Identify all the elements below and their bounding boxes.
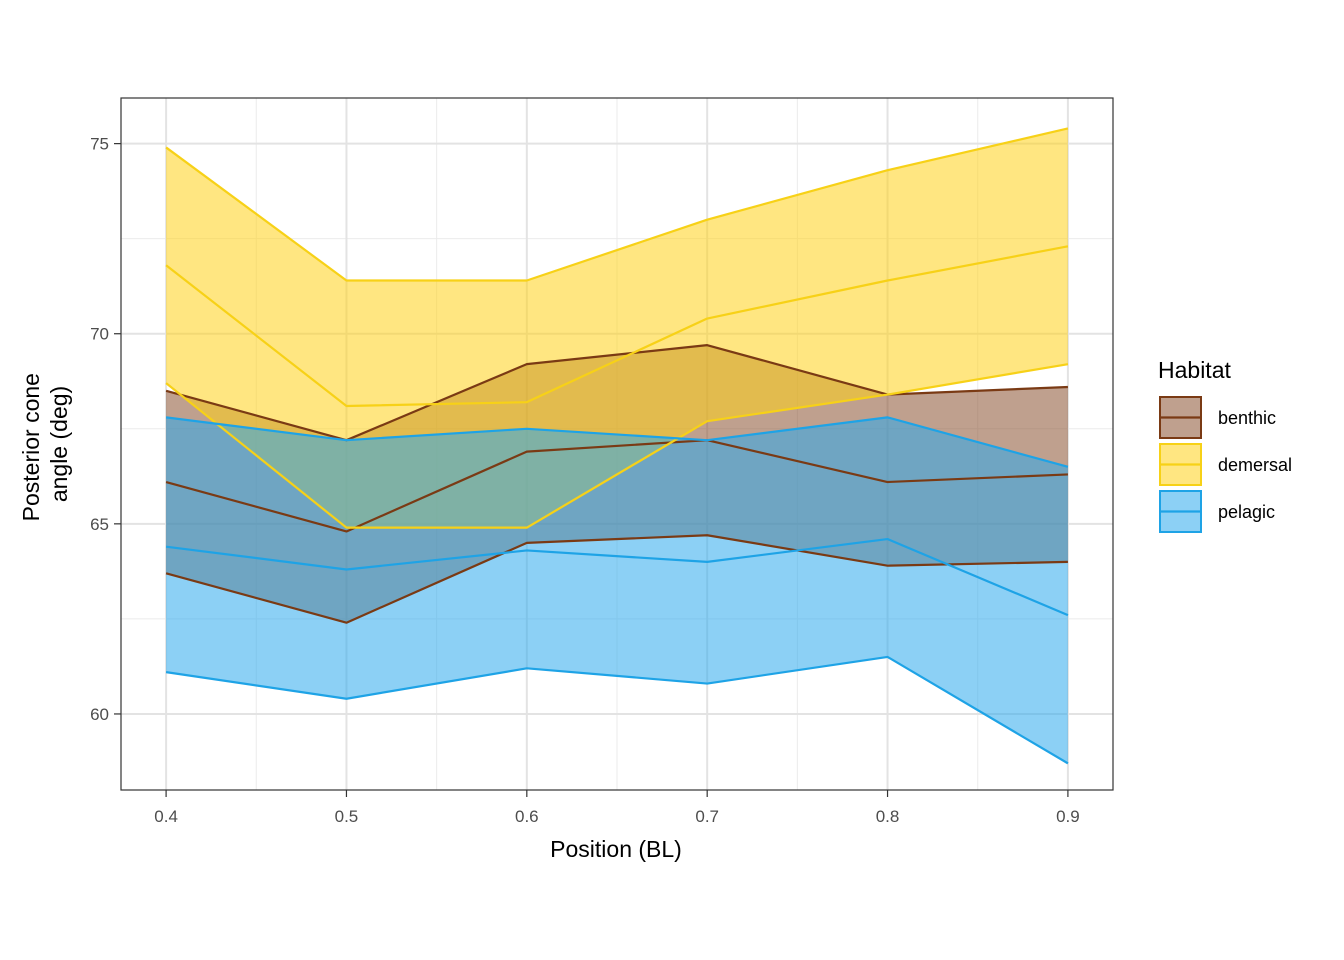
ribbon-demersal [166,128,1068,528]
panel-border [120,97,1114,791]
line-pelagic-lower [165,655,1069,765]
legend-label-benthic: benthic [1218,408,1276,428]
legend-label-demersal: demersal [1218,455,1292,475]
y-axis-title: Posterior cone angle (deg) [18,367,72,522]
x-tick-label: 0.6 [515,807,539,826]
line-benthic-lower [165,534,1068,624]
line-pelagic-upper [165,416,1069,468]
legend: Habitat benthic demersal pelagic [1158,357,1292,533]
line-demersal-upper [165,127,1069,282]
x-tick-label: 0.8 [876,807,900,826]
series-lines [165,127,1069,765]
y-tick-label: 70 [90,325,109,344]
x-tick-label: 0.9 [1056,807,1080,826]
y-tick-label: 65 [90,515,109,534]
legend-title: Habitat [1158,357,1231,383]
y-tick-label: 75 [90,135,109,154]
y-tick-label: 60 [90,705,109,724]
line-benthic-mean [165,439,1068,533]
x-axis-title: Position (BL) [550,836,682,862]
axes: 0.4 0.5 0.6 0.7 0.8 0.9 60 65 70 75 [90,135,1080,826]
ribbons [166,128,1068,764]
x-tick-label: 0.7 [695,807,719,826]
line-demersal-mean [165,245,1069,408]
x-tick-label: 0.4 [154,807,178,826]
line-benthic-upper [165,344,1068,442]
legend-label-pelagic: pelagic [1218,502,1275,522]
ribbon-pelagic [166,417,1068,764]
line-pelagic-mean [165,537,1069,617]
x-tick-label: 0.5 [335,807,359,826]
line-demersal-lower [165,363,1069,529]
y-axis-title-line-2: angle (deg) [46,386,72,502]
y-axis-title-line-1: Posterior cone [18,373,44,521]
